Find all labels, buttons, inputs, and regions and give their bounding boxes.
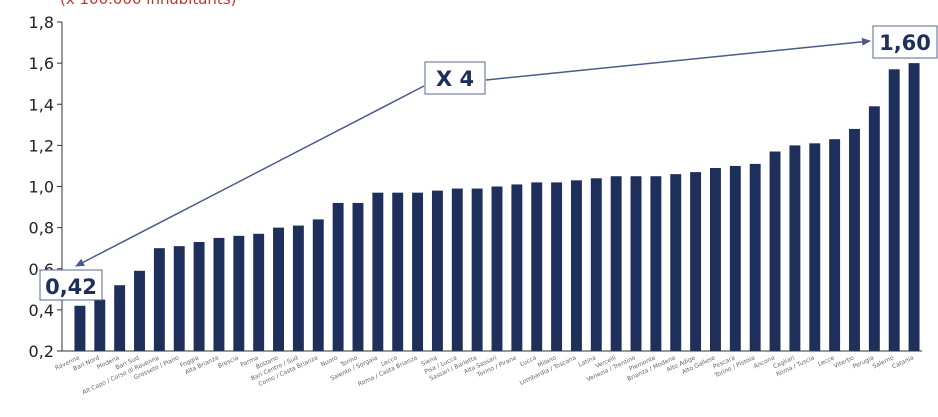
y-tick-label: 1,8 — [29, 13, 54, 32]
bar — [332, 202, 344, 351]
bar — [193, 242, 205, 351]
bar — [74, 305, 86, 351]
bar — [769, 151, 781, 351]
bars — [74, 63, 920, 352]
x-category-label: Nuoro — [320, 354, 340, 368]
min-value-label: 0,42 — [45, 275, 97, 299]
bar — [570, 180, 582, 351]
bar — [610, 176, 622, 351]
bar — [233, 235, 245, 351]
ratio-callout-label: X 4 — [436, 67, 474, 91]
bar — [114, 285, 126, 351]
y-axis: 0,20,40,60,81,01,21,41,61,8 — [29, 13, 63, 361]
bar — [650, 176, 662, 351]
bar — [590, 178, 602, 351]
bar — [451, 188, 463, 351]
bar — [531, 182, 543, 351]
y-tick-label: 0,2 — [29, 342, 54, 361]
bar — [849, 128, 860, 351]
x-category-label: Brescia — [217, 354, 240, 370]
x-category-label: Ancona — [753, 354, 777, 370]
bar — [789, 145, 801, 352]
ratio-arrow-left — [75, 85, 425, 267]
y-tick-label: 0,4 — [29, 301, 54, 320]
bar — [491, 186, 503, 351]
bar — [173, 246, 185, 351]
bar — [551, 182, 563, 351]
bar — [253, 233, 265, 351]
x-category-label: Latina — [577, 354, 597, 368]
y-tick-label: 0,8 — [29, 219, 54, 238]
max-value-label: 1,60 — [879, 31, 931, 55]
bar — [292, 225, 304, 351]
ratio-arrow-right — [485, 37, 871, 81]
y-tick-label: 1,0 — [29, 178, 54, 197]
bar — [670, 174, 682, 351]
bar — [392, 192, 404, 351]
bar — [94, 299, 106, 351]
bar — [352, 202, 364, 351]
annotations: X 4 0,42 1,60 — [39, 25, 938, 301]
x-category-label: Lucca — [519, 354, 538, 368]
bar — [134, 270, 145, 351]
bar — [511, 184, 523, 351]
bar — [888, 69, 900, 351]
bar — [471, 188, 483, 351]
bar — [710, 167, 721, 351]
bar — [213, 237, 225, 351]
y-tick-label: 1,2 — [29, 136, 54, 155]
max-callout-box — [872, 25, 938, 59]
bar — [749, 163, 761, 351]
bar — [412, 192, 424, 351]
min-callout-box — [39, 269, 103, 301]
bar — [809, 143, 821, 351]
bar — [729, 165, 741, 351]
x-category-label: Perugia — [852, 354, 876, 370]
x-category-label: Catania — [891, 354, 915, 370]
bar — [908, 63, 920, 352]
bar — [630, 176, 642, 351]
bar — [153, 248, 165, 351]
bar — [312, 219, 324, 351]
bar — [868, 106, 880, 351]
bar — [431, 190, 443, 351]
bar — [829, 139, 841, 351]
y-tick-label: 1,6 — [29, 54, 54, 73]
x-category-label: Viterbo — [833, 354, 856, 370]
bar — [690, 172, 702, 351]
bar — [372, 192, 384, 351]
y-tick-label: 1,4 — [29, 95, 54, 114]
chart-subtitle-fragment: (x 100.000 inhabitants) — [60, 0, 236, 8]
bar — [273, 227, 284, 352]
ratio-callout-box — [424, 61, 486, 95]
